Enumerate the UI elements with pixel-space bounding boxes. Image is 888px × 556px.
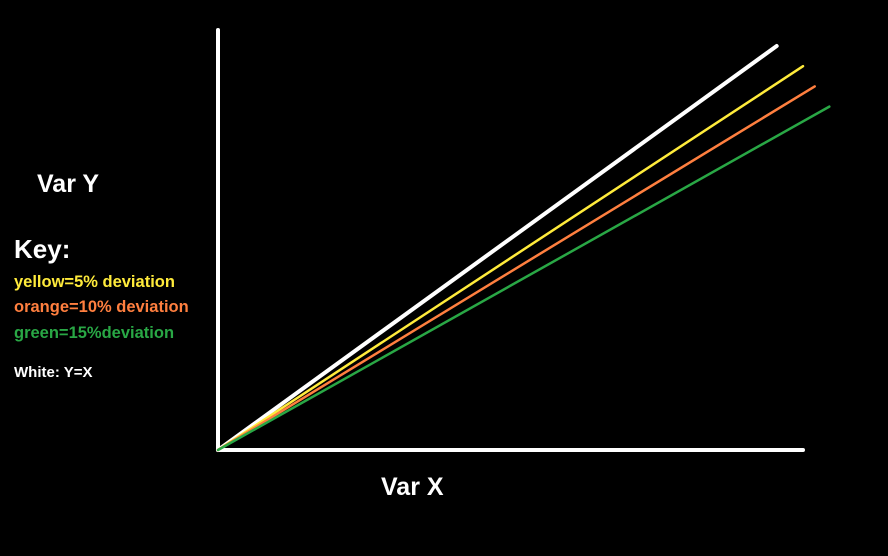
key-title: Key:	[14, 234, 71, 264]
key-entry-green: green=15%deviation	[14, 324, 175, 342]
series-group	[216, 44, 831, 452]
key-entry-orange: orange=10% deviation	[14, 298, 189, 316]
series-line-orange	[216, 85, 816, 452]
x-axis-label: Var X	[381, 473, 444, 501]
series-line-yellow	[216, 64, 805, 452]
key-entry-white: White: Y=X	[14, 364, 93, 381]
series-line-white	[216, 44, 779, 452]
series-line-green	[216, 105, 831, 452]
key-entry-yellow: yellow=5% deviation	[14, 273, 175, 291]
y-axis-label: Var Y	[37, 170, 100, 198]
